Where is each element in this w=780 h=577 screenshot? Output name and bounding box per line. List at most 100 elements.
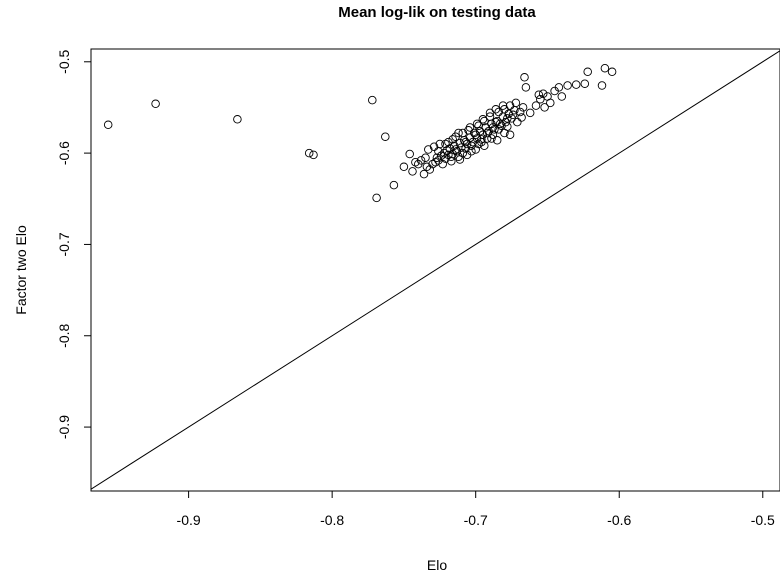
plot-frame xyxy=(90,48,780,492)
identity-line xyxy=(91,50,780,490)
data-point xyxy=(525,108,535,118)
data-point xyxy=(405,149,414,159)
data-point xyxy=(607,67,617,77)
data-point xyxy=(478,115,488,124)
x-tick-label: -0.5 xyxy=(751,512,775,528)
data-point xyxy=(540,103,549,112)
data-point xyxy=(521,83,531,92)
y-tick-label: -0.7 xyxy=(56,232,72,256)
data-point xyxy=(498,112,508,121)
data-point xyxy=(411,157,420,167)
data-point xyxy=(455,155,465,164)
data-point xyxy=(600,63,610,73)
data-point xyxy=(517,113,526,122)
y-tick-label: -0.6 xyxy=(56,141,72,165)
data-point xyxy=(505,130,515,140)
data-point xyxy=(435,139,445,149)
data-point xyxy=(597,81,607,90)
data-point xyxy=(534,90,544,99)
x-tick-label: -0.7 xyxy=(464,512,488,528)
data-point xyxy=(421,153,430,162)
y-tick-label: -0.9 xyxy=(56,415,72,439)
data-point xyxy=(520,73,529,82)
data-point xyxy=(445,144,455,153)
data-point xyxy=(451,145,460,154)
data-point xyxy=(515,107,525,117)
data-point xyxy=(233,115,242,124)
data-point xyxy=(419,169,429,179)
data-point xyxy=(583,67,592,77)
x-tick-label: -0.8 xyxy=(320,512,344,528)
data-point xyxy=(571,80,581,89)
x-tick-label: -0.6 xyxy=(607,512,631,528)
data-point xyxy=(441,139,450,149)
y-tick-label: -0.5 xyxy=(56,50,72,74)
data-point xyxy=(461,144,470,153)
data-point xyxy=(505,101,515,110)
data-point xyxy=(487,119,496,129)
data-point xyxy=(513,117,522,127)
data-point xyxy=(465,123,475,132)
data-point xyxy=(471,145,480,154)
data-point xyxy=(557,92,567,101)
data-point xyxy=(480,116,489,126)
data-point xyxy=(416,156,426,165)
chart-title: Mean log-lik on testing data xyxy=(338,4,536,21)
data-point xyxy=(580,79,590,88)
data-point xyxy=(447,157,456,166)
data-point xyxy=(408,167,417,176)
data-point xyxy=(422,162,432,172)
data-point xyxy=(554,83,564,92)
data-point xyxy=(432,153,442,162)
data-point xyxy=(488,130,498,140)
data-point xyxy=(462,150,472,160)
data-point xyxy=(536,94,545,104)
data-point xyxy=(510,105,519,115)
y-axis: -0.9 -0.8 -0.7 -0.6 -0.5 xyxy=(56,50,91,439)
data-point xyxy=(563,81,572,90)
data-point xyxy=(518,103,528,112)
data-point xyxy=(494,107,503,117)
data-point xyxy=(444,137,453,147)
data-point xyxy=(472,119,482,129)
data-point xyxy=(368,95,377,105)
y-axis-label: Factor two Elo xyxy=(13,225,29,315)
data-point xyxy=(436,151,446,161)
y-tick-label: -0.8 xyxy=(56,323,72,347)
data-point xyxy=(451,132,460,141)
data-point xyxy=(372,193,381,203)
x-tick-label: -0.9 xyxy=(177,512,201,528)
x-axis: -0.9 -0.8 -0.7 -0.6 -0.5 xyxy=(177,491,775,528)
data-point xyxy=(381,132,390,141)
data-point xyxy=(538,89,548,98)
data-point xyxy=(531,101,541,110)
data-point xyxy=(151,99,160,109)
data-point xyxy=(458,128,468,138)
data-point xyxy=(495,119,505,129)
data-point xyxy=(441,154,450,163)
data-point xyxy=(490,125,499,134)
data-point xyxy=(309,150,318,160)
data-point xyxy=(103,120,113,130)
data-point xyxy=(487,134,496,143)
data-point xyxy=(503,122,512,131)
data-point xyxy=(389,180,399,190)
data-point xyxy=(474,139,483,149)
data-point xyxy=(470,128,479,138)
data-point xyxy=(424,145,433,154)
data-point xyxy=(448,135,457,144)
data-point xyxy=(492,136,502,145)
data-point xyxy=(543,92,552,101)
data-point xyxy=(491,105,501,114)
data-point xyxy=(508,110,518,120)
data-point xyxy=(425,165,435,174)
data-point xyxy=(498,101,508,110)
data-point xyxy=(399,162,409,172)
data-point xyxy=(304,148,314,158)
data-points xyxy=(103,63,617,203)
x-axis-label: Elo xyxy=(427,557,447,573)
data-point xyxy=(492,116,502,126)
data-point xyxy=(439,148,449,158)
data-point xyxy=(429,142,439,151)
